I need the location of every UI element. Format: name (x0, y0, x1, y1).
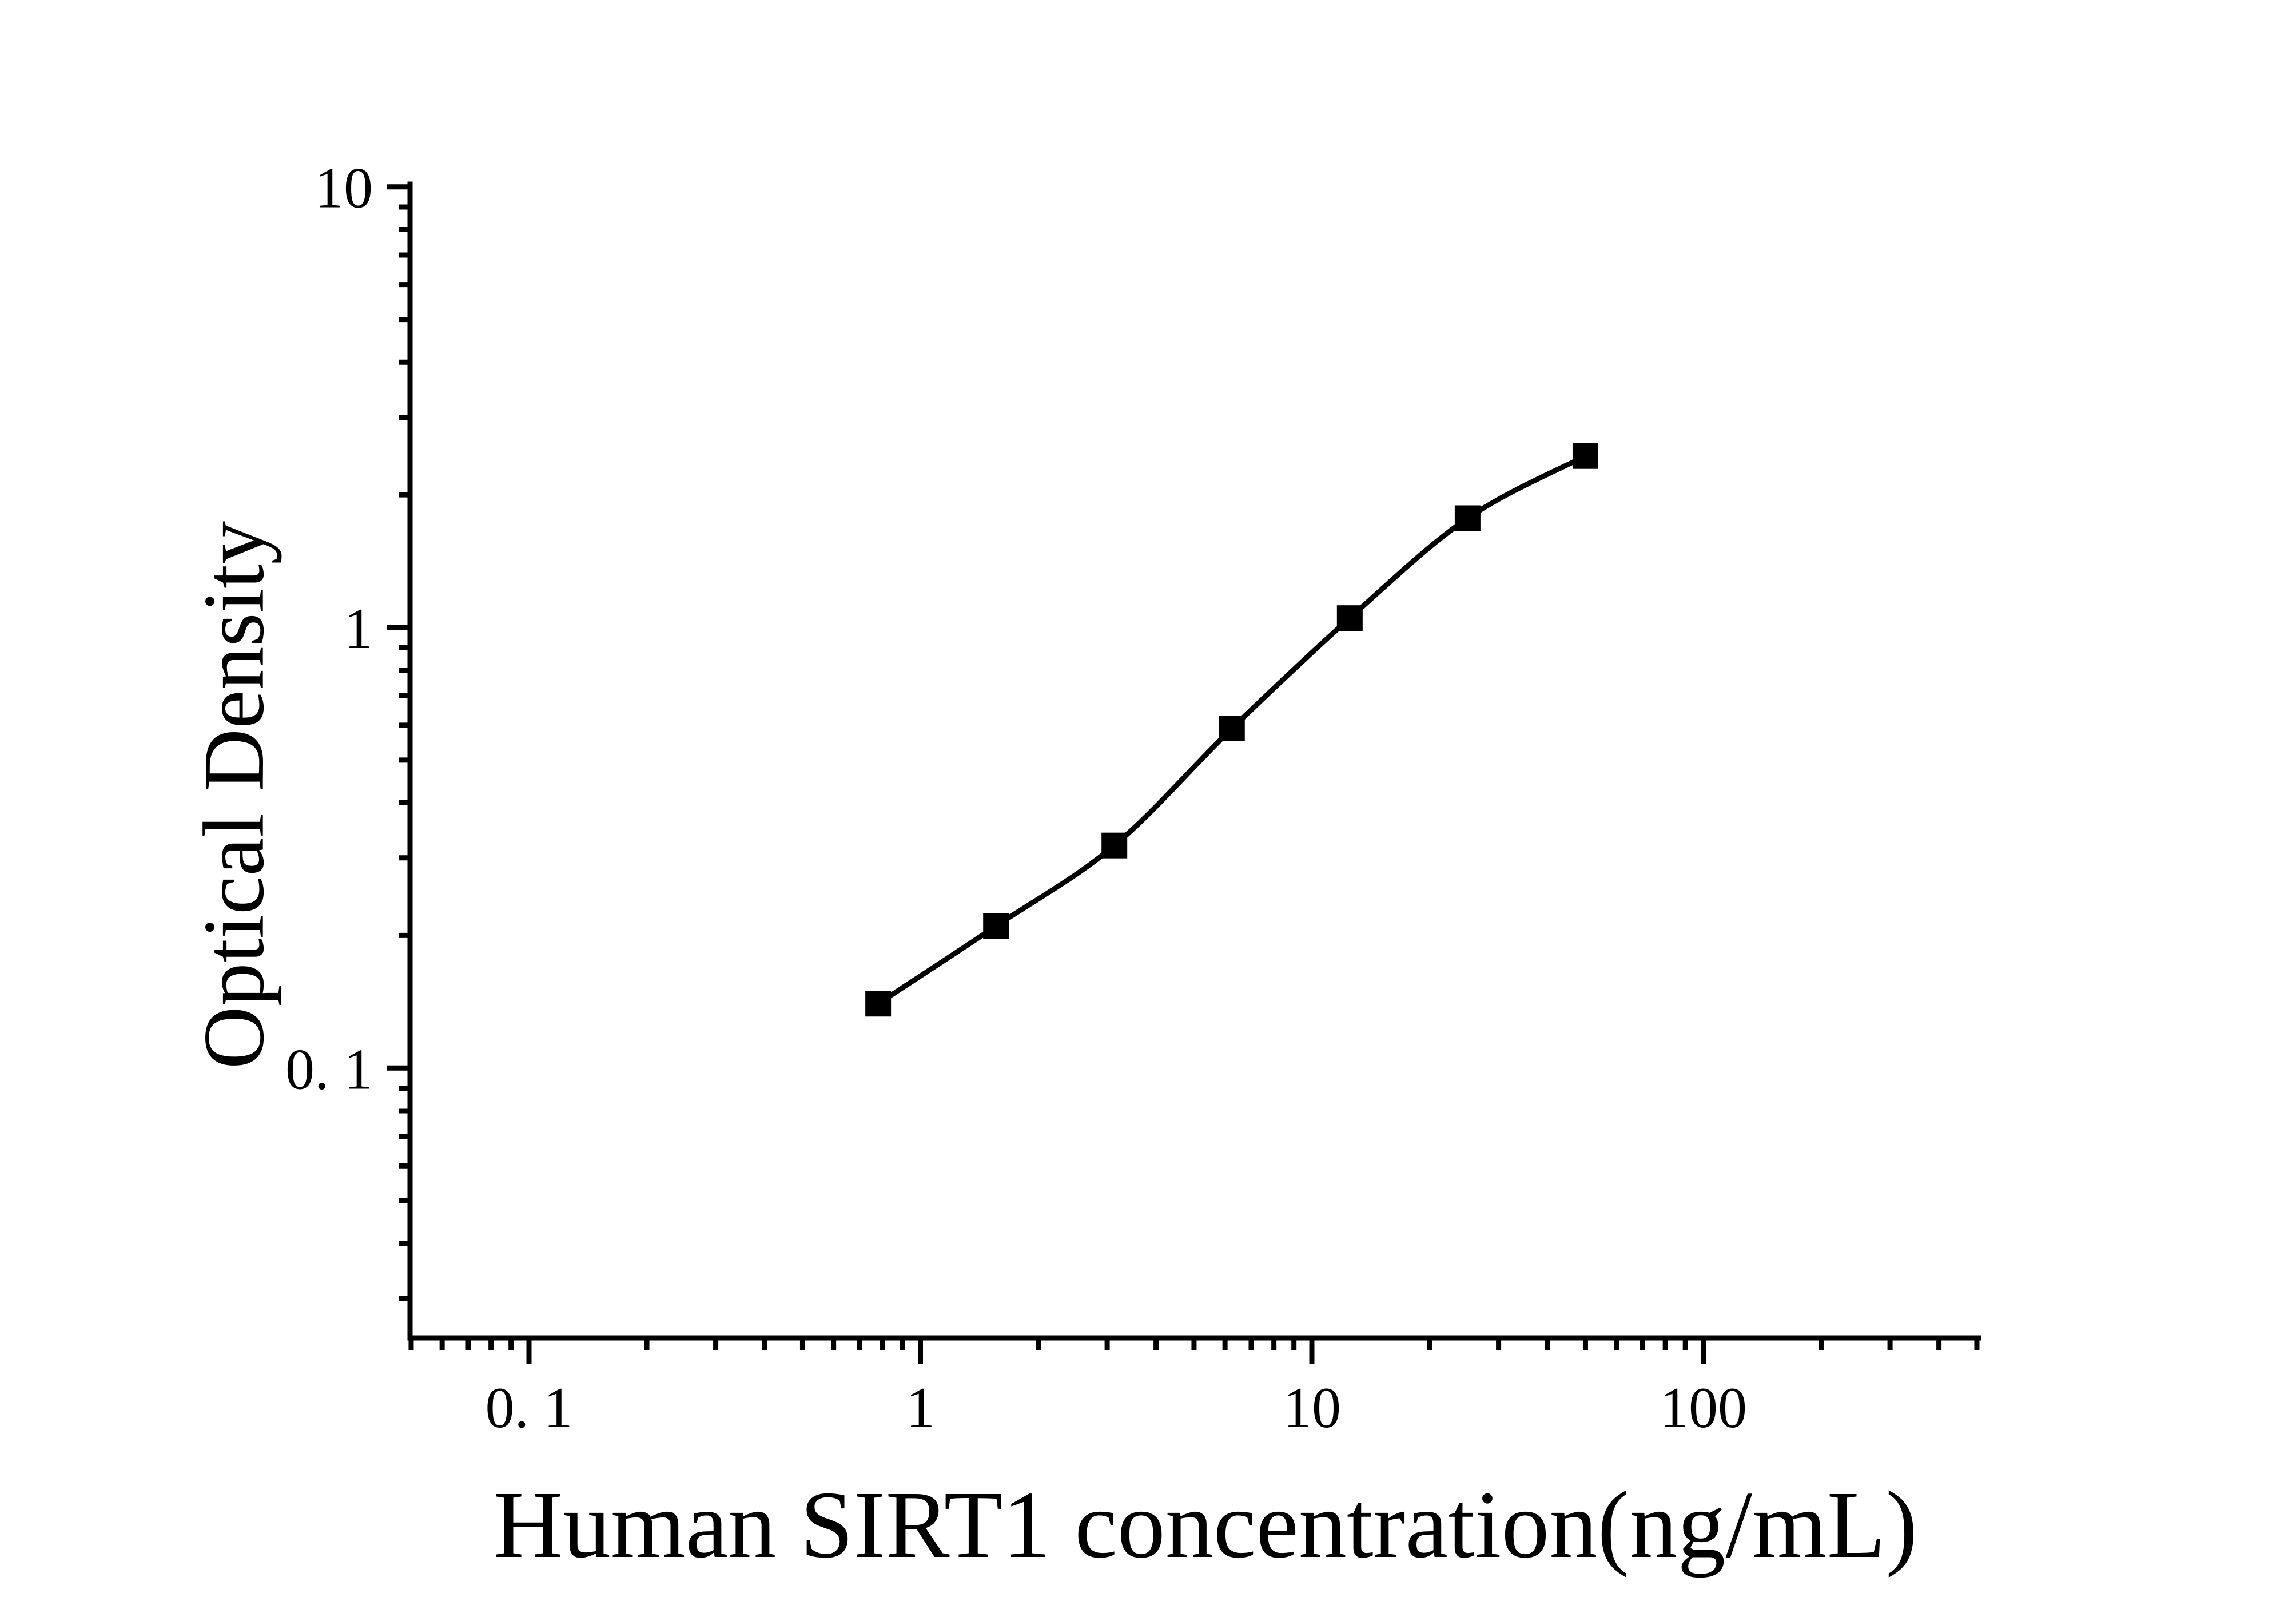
y-tick-label: 0. 1 (285, 1037, 373, 1102)
data-point-marker (983, 913, 1009, 939)
x-tick-label: 0. 1 (486, 1376, 573, 1440)
data-point-marker (865, 991, 892, 1017)
data-point-marker (1454, 505, 1481, 531)
data-point-marker (1336, 605, 1363, 631)
data-point-marker (1101, 832, 1128, 859)
y-tick-label: 10 (315, 156, 373, 221)
x-tick-label: 10 (1283, 1376, 1341, 1440)
data-point-marker (1572, 443, 1598, 469)
x-tick-label: 100 (1660, 1376, 1747, 1440)
x-tick-label: 1 (906, 1376, 935, 1440)
y-tick-label: 1 (344, 597, 373, 661)
plot-area: 0. 1 1 10 100 0. 1 1 10 (285, 156, 1981, 1440)
data-point-marker (1219, 716, 1245, 742)
y-axis-title: Optical Density (186, 521, 282, 1069)
x-axis-title: Human SIRT1 concentration(ng/mL) (494, 1472, 1918, 1578)
